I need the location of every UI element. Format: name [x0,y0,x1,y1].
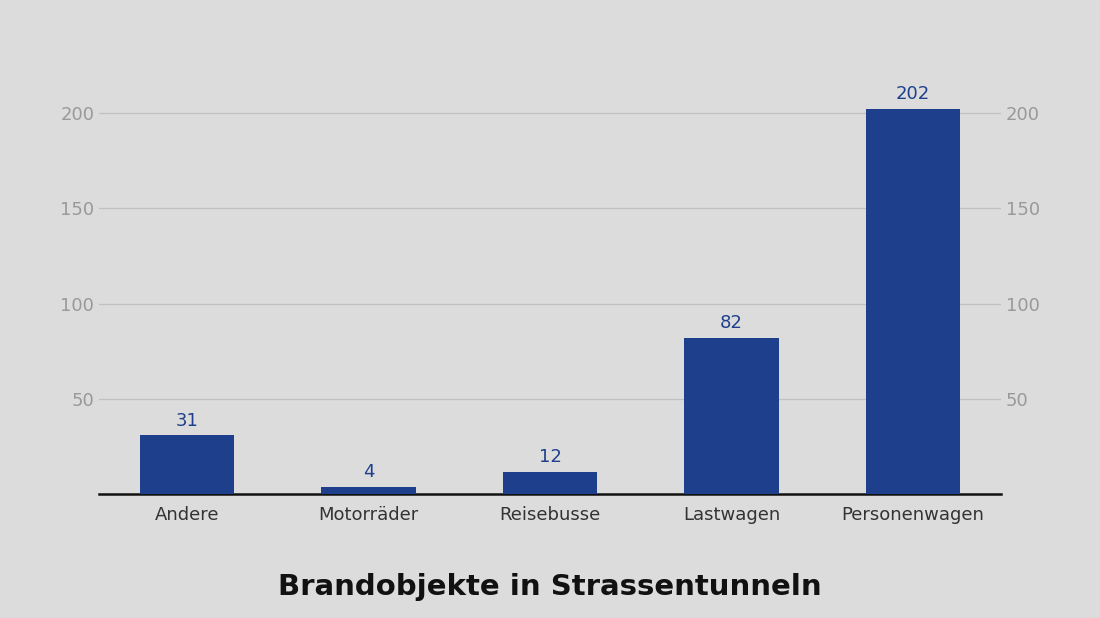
Text: 82: 82 [720,314,742,332]
Text: 202: 202 [895,85,930,103]
Text: Brandobjekte in Strassentunneln: Brandobjekte in Strassentunneln [278,573,822,601]
Bar [684,338,779,494]
Text: 12: 12 [539,448,561,466]
Text: 31: 31 [176,412,199,430]
Text: 4: 4 [363,463,374,481]
Bar [866,109,960,494]
Bar [503,472,597,494]
Bar [321,487,416,494]
Bar [140,435,234,494]
